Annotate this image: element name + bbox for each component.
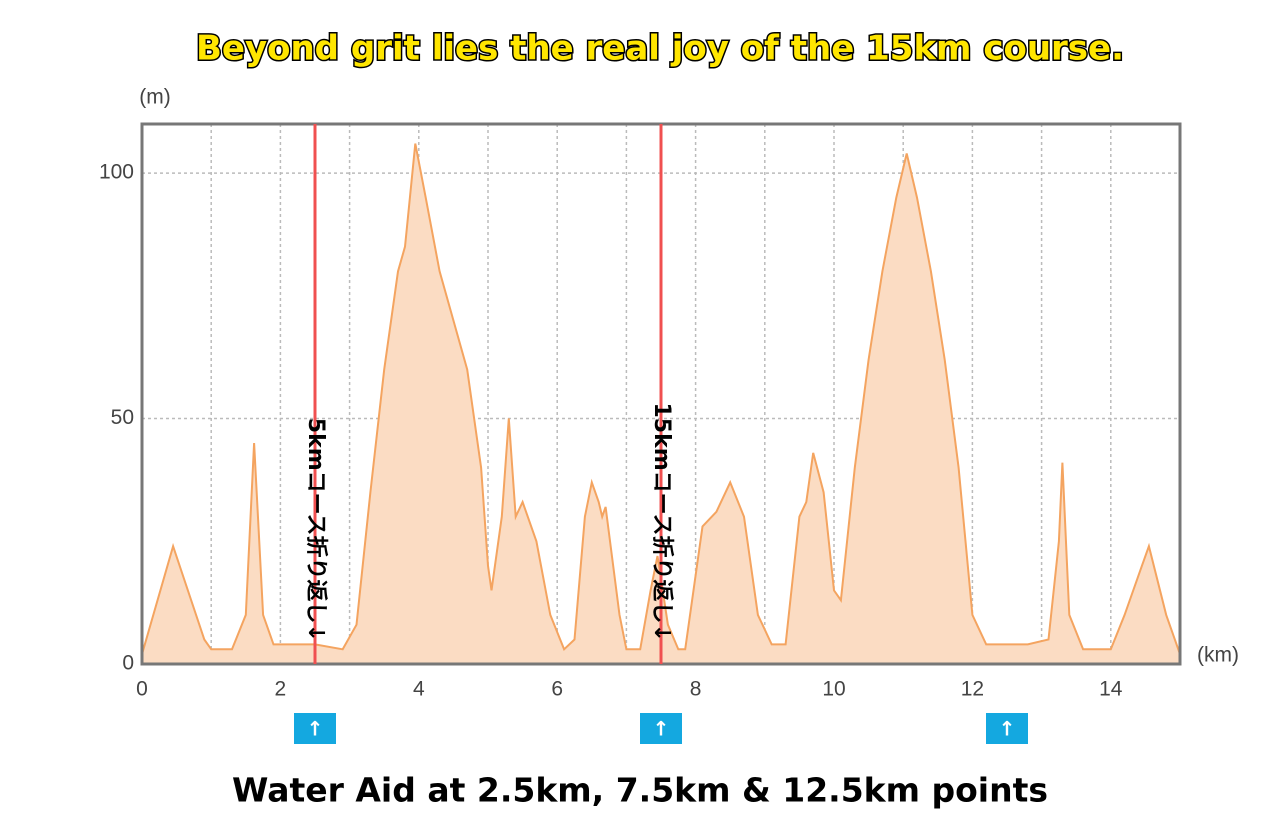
chart-subtitle: Water Aid at 2.5km, 7.5km & 12.5km point… [232,771,1048,810]
chart-title: Beyond grit lies the real joy of the 15k… [196,29,1124,69]
y-tick-label: 100 [99,161,134,184]
x-tick-label: 12 [961,678,984,701]
x-tick-label: 0 [136,678,148,701]
annotation-text: 5kmコース折り返し↓ [303,418,328,642]
annotation-text: 15kmコース折り返し↓ [649,402,674,642]
water-aid-label: ↑ [999,717,1016,741]
x-tick-label: 6 [551,678,563,701]
y-axis-label: (m) [139,86,170,109]
water-aid-label: ↑ [307,717,324,741]
x-tick-label: 14 [1099,678,1123,701]
x-axis-label: (km) [1197,644,1239,667]
water-aid-marker [640,713,682,744]
elevation-line [141,143,1181,655]
y-tick-label: 50 [111,406,134,429]
water-aid-label: ↑ [653,717,670,741]
x-tick-label: 4 [413,678,425,701]
y-tick-label: 0 [122,652,134,675]
x-tick-label: 2 [275,678,287,701]
x-tick-label: 8 [690,678,702,701]
area-fill [142,143,1180,665]
water-aid-marker [986,713,1028,744]
x-tick-label: 10 [822,678,845,701]
water-aid-marker [294,713,336,744]
